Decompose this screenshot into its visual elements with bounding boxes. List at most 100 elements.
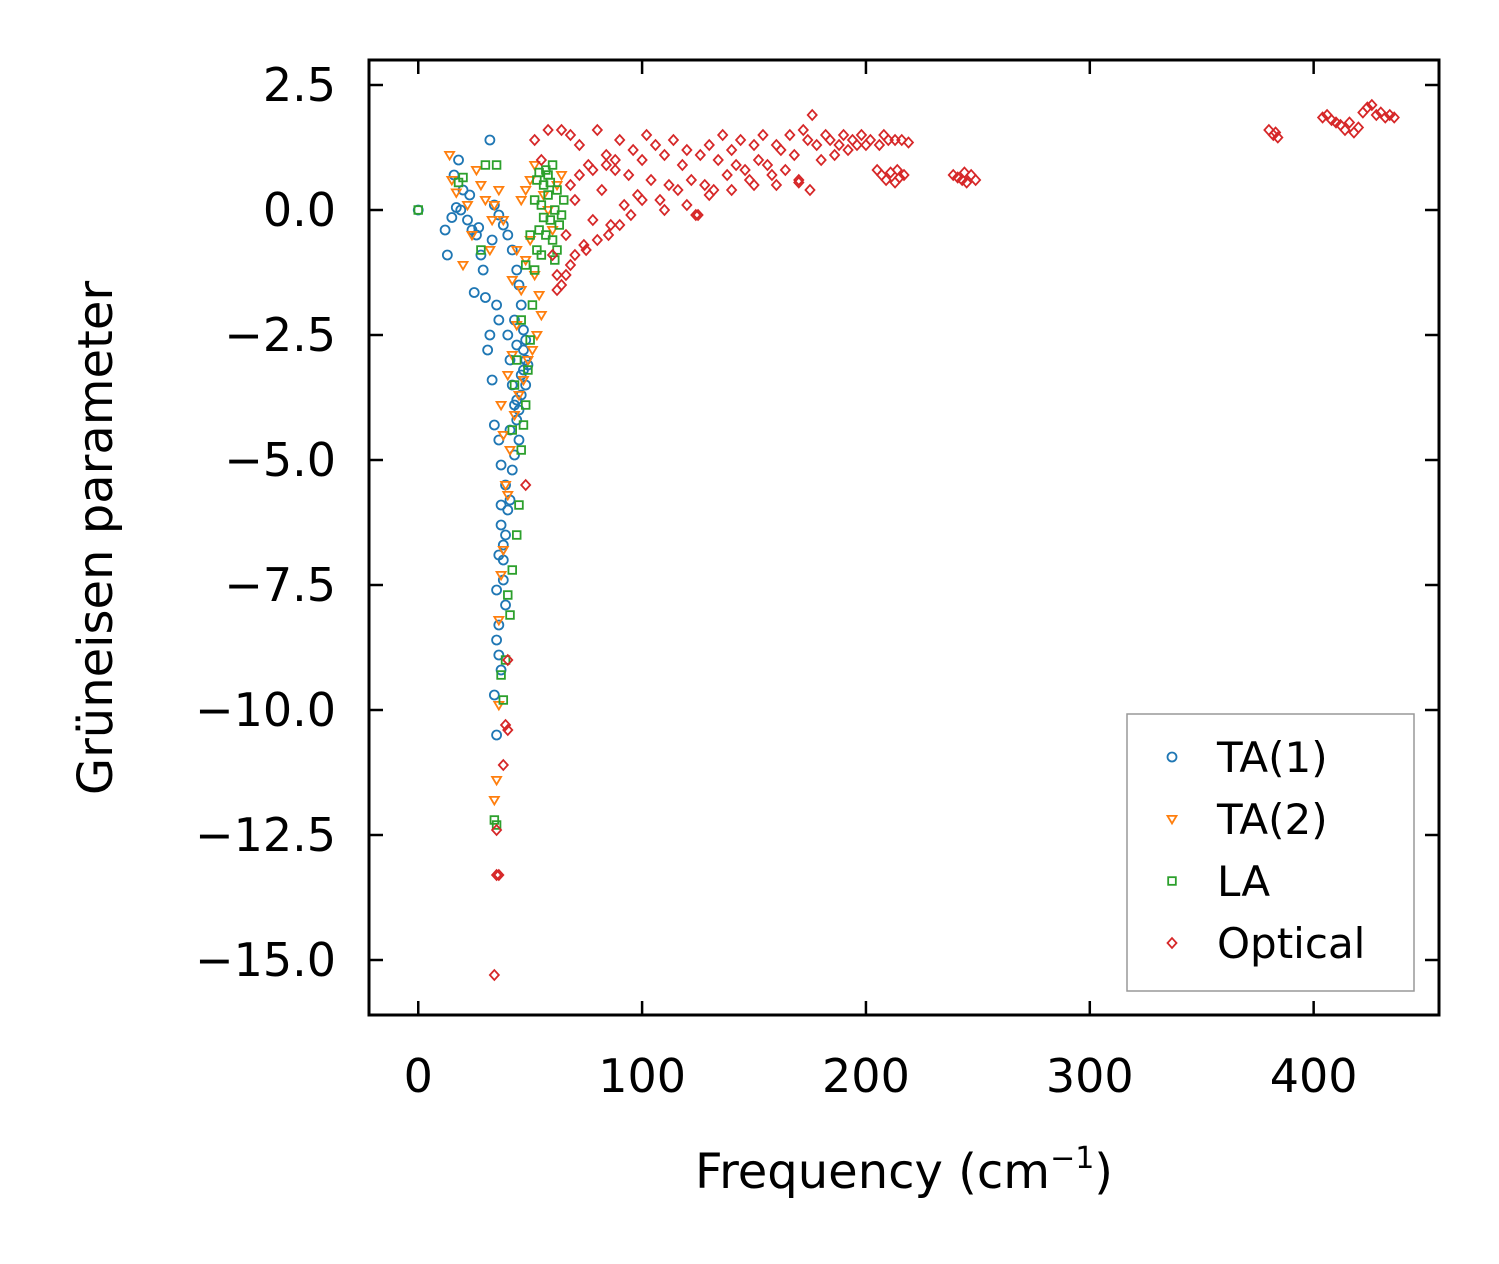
legend-marker (1166, 936, 1178, 950)
data-point (538, 212, 549, 223)
data-point (551, 283, 563, 297)
data-point (824, 133, 836, 147)
data-point (501, 490, 514, 502)
data-point (1269, 126, 1282, 139)
data-point (667, 133, 680, 147)
data-point (609, 153, 621, 167)
x-tick-label: 0 (404, 1049, 433, 1103)
data-point (520, 260, 531, 270)
data-point (1379, 111, 1391, 124)
data-point (536, 250, 547, 260)
data-point (464, 189, 476, 201)
data-point (528, 270, 541, 282)
data-point (793, 176, 805, 189)
data-point (495, 499, 507, 511)
data-point (546, 248, 559, 262)
data-point (969, 173, 982, 187)
data-point (658, 148, 671, 162)
plot-frame (367, 58, 1441, 1017)
data-point (491, 160, 502, 170)
data-point (529, 265, 540, 275)
data-point (725, 183, 738, 197)
data-point (518, 324, 529, 336)
legend-label: LA (1217, 857, 1270, 906)
data-point (690, 208, 702, 222)
series-optical (488, 98, 1400, 982)
data-point (545, 177, 556, 188)
data-point (536, 200, 547, 210)
data-point (515, 285, 528, 297)
data-point (493, 619, 505, 631)
legend-marker (1166, 751, 1178, 763)
data-point (793, 173, 805, 187)
data-point (480, 160, 491, 170)
data-point (497, 758, 510, 772)
data-point (681, 143, 693, 157)
data-point (545, 215, 556, 225)
data-point (649, 138, 662, 152)
data-point (471, 229, 482, 241)
data-point (1388, 111, 1400, 124)
data-point (507, 565, 517, 575)
data-point (613, 218, 626, 232)
data-point (873, 138, 886, 152)
legend: TA(1) TA(2) LA Optical (1126, 713, 1415, 992)
data-point (491, 584, 502, 596)
data-point (492, 185, 505, 197)
data-point (855, 128, 868, 142)
data-point (488, 200, 501, 212)
data-point (514, 500, 524, 510)
data-point (703, 138, 715, 152)
y-tick-label: 2.5 (263, 58, 336, 112)
data-point (488, 419, 500, 431)
data-point (484, 329, 496, 341)
data-point (528, 133, 541, 147)
data-point (512, 355, 522, 365)
data-point (486, 374, 498, 386)
data-point (496, 670, 506, 680)
data-point (413, 205, 423, 215)
data-point (775, 143, 787, 157)
data-point (534, 225, 544, 235)
data-point (676, 158, 689, 172)
data-point (1316, 111, 1329, 124)
data-point (842, 143, 854, 157)
y-tick-label: −10.0 (195, 683, 336, 737)
data-point (716, 128, 729, 142)
data-point (833, 138, 845, 152)
data-point (640, 128, 653, 142)
data-point (541, 165, 551, 175)
data-point (712, 153, 724, 167)
data-point (960, 176, 973, 189)
data-point (501, 370, 514, 382)
data-point (725, 143, 738, 157)
data-point (779, 163, 792, 177)
data-point (543, 190, 553, 200)
data-point (1343, 116, 1356, 129)
data-point (491, 820, 502, 830)
data-point (521, 355, 535, 367)
data-point (441, 249, 453, 261)
data-point (528, 160, 541, 172)
data-point (739, 163, 751, 177)
data-point (475, 249, 487, 261)
data-point (462, 214, 473, 226)
data-point (439, 224, 451, 236)
data-point (523, 365, 533, 375)
data-point (734, 133, 747, 147)
data-point (721, 168, 733, 182)
data-point (880, 173, 892, 187)
data-point (806, 108, 818, 122)
data-point (461, 200, 474, 212)
legend-entry: LA (1167, 857, 1270, 906)
data-point (573, 138, 586, 152)
data-point (752, 153, 765, 167)
data-point (591, 123, 604, 137)
data-point (495, 459, 507, 471)
series-ta-2- (443, 150, 568, 807)
data-point (534, 167, 544, 178)
data-point (491, 299, 502, 311)
data-point (525, 230, 535, 240)
data-point (497, 219, 509, 231)
data-point (482, 344, 494, 356)
